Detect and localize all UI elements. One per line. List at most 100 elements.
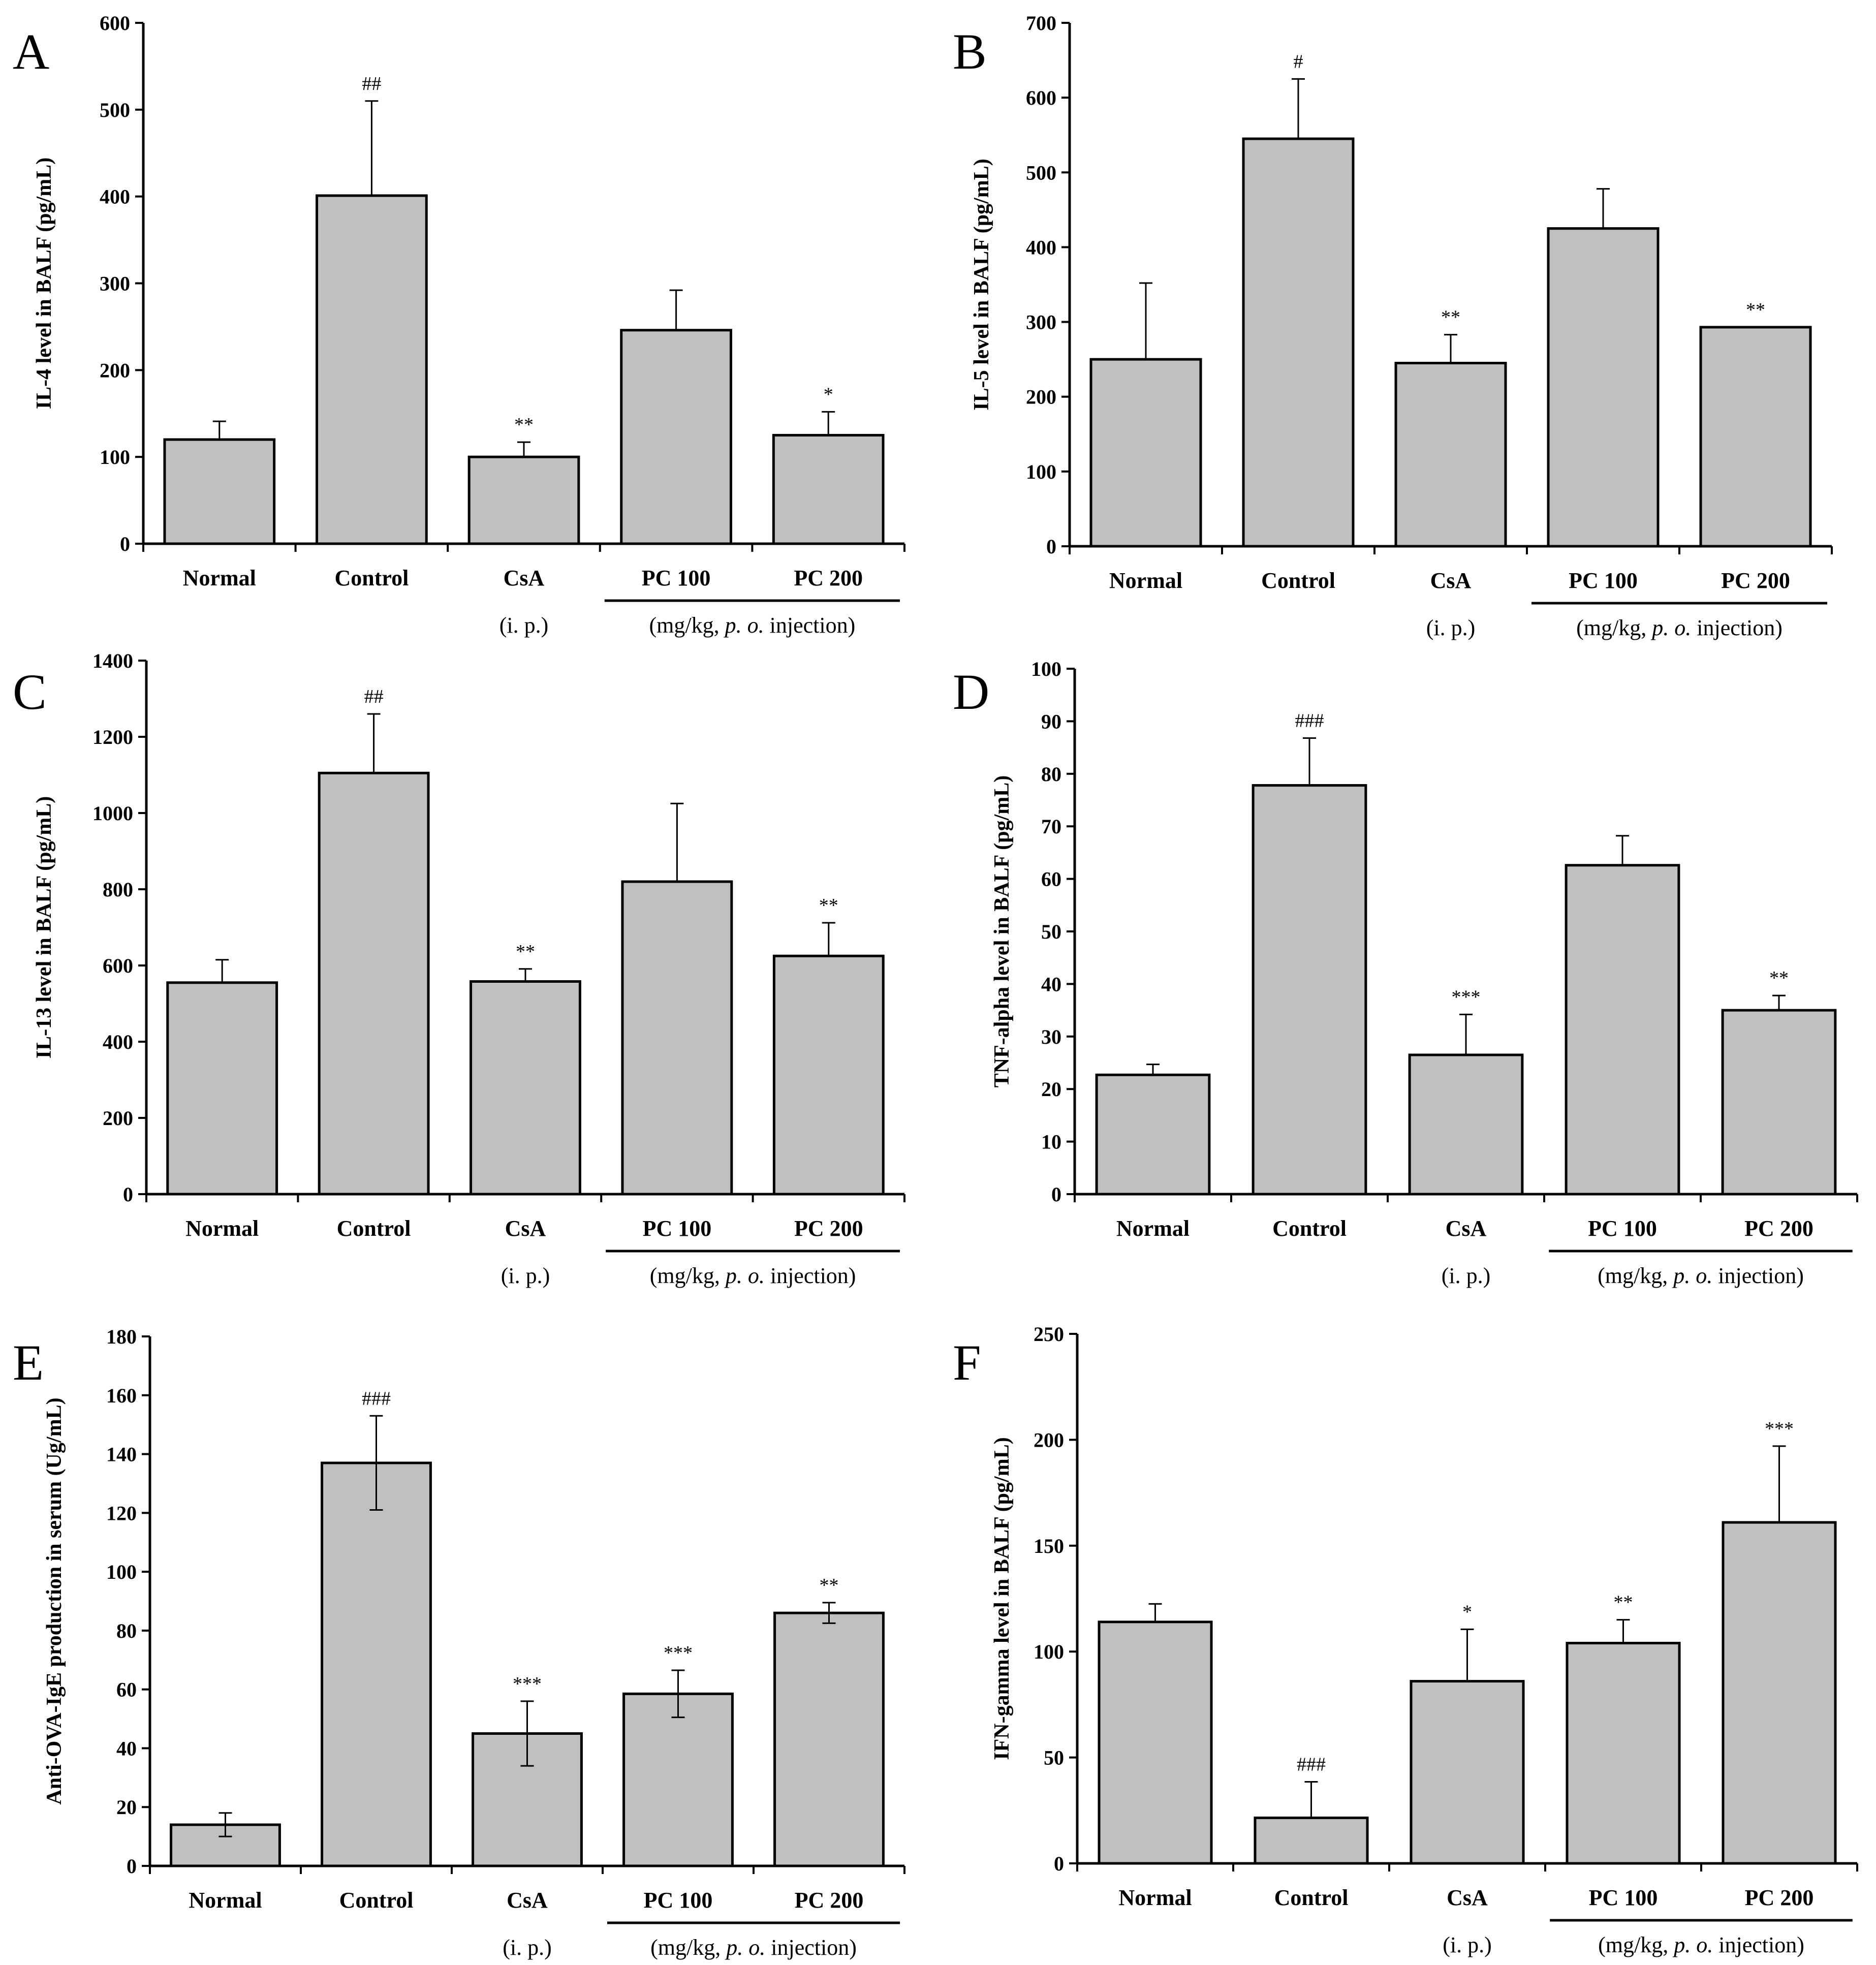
significance-mark: ** [1614,1592,1633,1613]
category-label: CsA [507,1888,548,1913]
y-tick-label: 60 [116,1678,137,1701]
y-tick-label: 150 [1034,1535,1064,1557]
y-tick-label: 180 [106,1325,137,1348]
y-tick-label: 300 [100,272,130,295]
y-tick-label: 300 [1026,311,1056,334]
bar [1410,1680,1525,1865]
y-tick-label: 600 [1026,86,1056,109]
category-label: Normal [189,1888,262,1913]
y-tick-label: 0 [123,1183,133,1206]
panel-letter: B [953,23,987,80]
bar [772,954,885,1196]
y-tick-label: 700 [1026,12,1056,35]
bar [1566,1642,1681,1865]
pc-dose-note: (mg/kg, p. o. injection) [1576,615,1783,640]
category-label: PC 200 [1745,1885,1814,1910]
bar [1722,1521,1837,1865]
category-label: Control [334,566,409,590]
category-label: PC 200 [794,1216,863,1241]
y-tick-label: 50 [1041,920,1061,943]
significance-mark: *** [1765,1418,1794,1440]
y-tick-label: 20 [116,1796,137,1819]
y-tick-label: 200 [1026,386,1056,409]
y-tick-label: 1000 [92,802,133,825]
pc-dose-note: (mg/kg, p. o. injection) [1598,1263,1804,1288]
y-tick-label: 0 [1054,1852,1064,1875]
category-label: CsA [1447,1885,1488,1910]
category-label: CsA [1430,568,1472,593]
y-tick-label: 100 [1034,1640,1064,1663]
y-tick-label: 80 [116,1619,137,1642]
y-tick-label: 200 [100,359,130,382]
y-tick-label: 100 [106,1561,137,1583]
category-label: PC 200 [1721,568,1790,593]
y-tick-label: 250 [1034,1323,1064,1346]
bar [316,194,428,545]
chart-panel-a: A 0 100 200 300 400 500 600 IL-4 level in BALF (… [13,12,905,638]
y-tick-label: 1200 [92,726,133,748]
significance-mark: ** [819,895,838,916]
y-tick-label: 100 [1026,460,1056,483]
category-label: Normal [1116,1216,1190,1241]
y-axis-title: IL-4 level in BALF (pg/mL) [33,158,56,409]
y-tick-label: 10 [1041,1131,1061,1153]
significance-mark: ** [516,941,535,962]
bar [622,1692,734,1867]
category-label: PC 200 [795,1888,864,1913]
chart-panel-e: E 0 20 40 60 80 100 120 140 160 180 Anti-OVA-IgE pr… [13,1325,905,1960]
y-tick-label: 60 [1041,868,1061,891]
significance-mark: ** [514,414,534,435]
y-tick-label: 80 [1041,763,1061,786]
bar [1095,1073,1211,1196]
bar [773,1611,885,1867]
category-label: Control [1261,568,1335,593]
bar [1565,864,1680,1196]
y-tick-label: 200 [103,1107,133,1130]
bar [1721,1009,1837,1196]
category-label: CsA [1446,1216,1487,1241]
bar [1699,326,1812,548]
bar [321,1461,432,1867]
csa-route-note: (i. p.) [499,613,549,638]
category-label: Control [1274,1885,1349,1910]
y-tick-label: 800 [103,878,133,901]
y-tick-label: 140 [106,1443,137,1466]
bar [166,981,278,1196]
category-label: Control [337,1216,411,1241]
bar [1408,1053,1524,1196]
category-label: Normal [185,1216,259,1241]
bar [1089,358,1202,548]
y-axis-title: IL-13 level in BALF (pg/mL) [33,796,56,1058]
significance-mark: ** [1769,968,1789,989]
significance-mark: *** [664,1642,693,1664]
y-tick-label: 0 [1051,1183,1061,1206]
y-tick-label: 500 [1026,161,1056,184]
panel-letter: F [953,1334,981,1391]
significance-mark: ## [362,73,381,95]
bar [467,455,580,545]
category-label: PC 100 [1588,1216,1657,1241]
category-label: PC 200 [1744,1216,1814,1241]
significance-mark: * [824,384,833,405]
y-tick-label: 0 [120,533,130,555]
significance-mark: * [1462,1601,1472,1623]
csa-route-note: (i. p.) [1426,615,1476,640]
chart-panel-d: D 0 10 20 30 40 50 60 70 80 90 100 TNF-alpha level i… [953,658,1858,1288]
y-axis-title: IFN-gamma level in BALF (pg/mL) [990,1437,1014,1760]
bar [1254,1816,1369,1865]
csa-route-note: (i. p.) [1442,1263,1491,1288]
y-tick-label: 50 [1044,1746,1064,1769]
bar [163,438,276,545]
bar [1547,227,1660,548]
category-label: PC 200 [794,566,863,590]
y-tick-label: 0 [127,1855,137,1878]
chart-panel-c: C 0 200 400 600 800 1000 1200 1400 IL-13 level in… [13,649,905,1288]
y-tick-label: 600 [103,954,133,977]
significance-mark: ### [1297,1754,1326,1775]
y-tick-label: 100 [1031,658,1061,680]
y-tick-label: 70 [1041,815,1061,838]
y-axis-title: Anti-OVA-IgE production in serum (Ug/mL) [43,1397,66,1804]
y-tick-label: 400 [1026,236,1056,259]
csa-route-note: (i. p.) [503,1935,552,1960]
bar [170,1823,281,1867]
